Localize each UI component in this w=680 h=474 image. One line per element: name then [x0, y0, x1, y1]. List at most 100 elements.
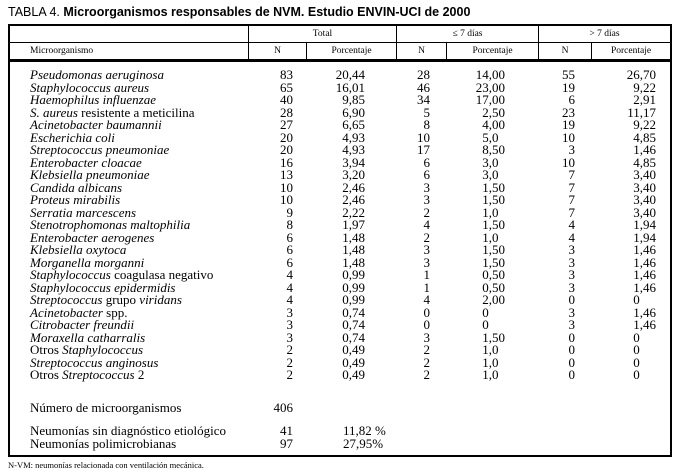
col-header-le7days-porcentaje: Porcentaje — [446, 43, 538, 59]
table-row: Enterobacter aerogenes 6 1,48 2 1,0 4 1,… — [10, 229, 670, 245]
total-n-value: 4 — [286, 279, 294, 295]
name-segment: Haemophilus influenzae — [30, 92, 157, 107]
name-segment: Pseudomonas aeruginosa — [30, 67, 164, 82]
total-porcentaje-value: 2,22 — [342, 204, 365, 220]
le7days-n-value: 2 — [423, 354, 431, 370]
data-table: Total ≤ 7 días > 7 días Microorganismo N… — [8, 24, 672, 457]
name-segment: Proteus mirabilis — [30, 192, 121, 207]
total-porcentaje-value: 3,94 — [342, 154, 365, 170]
le7days-n-value: 3 — [423, 192, 431, 207]
name-segment: Klebsiella pneumoniae — [30, 167, 150, 182]
summary-porcentaje-value: 11,82 % — [343, 423, 386, 438]
le7days-n-value: 34 — [417, 92, 430, 107]
gt7days-n-value: 23 — [562, 104, 575, 120]
gt7days-n-value: 3 — [568, 279, 576, 295]
gt7days-n-value: 7 — [568, 179, 576, 195]
total-n-value: 6 — [286, 229, 294, 245]
microorganism-name: Proteus mirabilis — [10, 192, 248, 207]
le7days-porcentaje-value: 1,50 — [482, 192, 505, 207]
group-header-total: Total — [248, 26, 396, 42]
total-n-value: 40 — [280, 92, 293, 107]
gt7days-n-value: 3 — [568, 317, 576, 332]
microorganism-name: Klebsiella oxytoca — [10, 243, 248, 257]
microorganism-name: Streptococcus anginosus — [10, 356, 248, 370]
table-row: Acinetobacter baumannii 27 6,65 8 4,00 1… — [10, 117, 670, 132]
group-header-le7days: ≤ 7 días — [396, 26, 538, 42]
le7days-porcentaje-value: 3,0 — [482, 167, 499, 182]
microorganism-name: Pseudomonas aeruginosa — [10, 67, 248, 82]
le7days-n-value: 0 — [423, 304, 431, 320]
summary-n-value: 41 — [280, 423, 293, 438]
table-row: Streptococcus anginosus 2 0,49 2 1,0 0 0 — [10, 354, 670, 370]
total-porcentaje-value: 1,48 — [342, 229, 365, 245]
total-porcentaje-value: 0,99 — [342, 292, 365, 307]
name-segment: S. aureus — [30, 104, 78, 120]
total-n-value: 6 — [286, 254, 294, 270]
le7days-porcentaje-value: 1,50 — [482, 217, 505, 232]
column-header-row: Microorganismo N Porcentaje N Porcentaje… — [10, 43, 670, 62]
total-n-value: 20 — [280, 129, 293, 145]
gt7days-porcentaje-value: 1,94 — [633, 229, 656, 245]
microorganism-name: Staphylococcus coagulasa negativo — [10, 268, 248, 282]
table-row: Serratia marcescens 9 2,22 2 1,0 7 3,40 — [10, 204, 670, 220]
footnote: N-VM: neumonías relacionada con ventilac… — [8, 460, 204, 470]
total-porcentaje-value: 0,74 — [342, 329, 365, 345]
le7days-n-value: 3 — [423, 329, 431, 345]
table-row: Staphylococcus coagulasa negativo 4 0,99… — [10, 267, 670, 282]
table-row: Moraxella catharralis 3 0,74 3 1,50 0 0 — [10, 329, 670, 345]
le7days-n-value: 6 — [423, 154, 431, 170]
total-porcentaje-value: 0,99 — [342, 279, 365, 295]
gt7days-n-value: 19 — [562, 117, 575, 132]
microorganism-name: Haemophilus influenzae — [10, 92, 248, 107]
total-n-value: 3 — [286, 304, 294, 320]
table-row: Streptococcus pneumoniae 20 4,93 17 8,50… — [10, 143, 670, 157]
table-row: Proteus mirabilis 10 2,46 3 1,50 7 3,40 — [10, 192, 670, 207]
table-row: Acinetobacter spp. 3 0,74 0 0 3 1,46 — [10, 304, 670, 320]
total-porcentaje-value: 0,49 — [342, 342, 365, 357]
gt7days-porcentaje-value: 11,17 — [627, 104, 656, 120]
name-segment: Enterobacter aerogenes — [30, 229, 155, 245]
gt7days-n-value: 7 — [568, 192, 576, 207]
total-n-value: 2 — [286, 354, 294, 370]
summary-row: Neumonías sin diagnóstico etiológico 41 … — [10, 423, 670, 438]
le7days-n-value: 2 — [423, 342, 431, 357]
name-segment: Moraxella catharralis — [30, 329, 146, 345]
le7days-n-value: 3 — [423, 254, 431, 270]
name-segment: spp. — [102, 304, 128, 320]
gt7days-porcentaje-value: 26,70 — [626, 67, 656, 82]
le7days-porcentaje-value: 23,00 — [475, 79, 505, 95]
microorganism-name: Acinetobacter baumannii — [10, 118, 248, 132]
total-n-value: 10 — [280, 192, 293, 207]
le7days-n-value: 3 — [423, 242, 431, 257]
le7days-n-value: 3 — [423, 179, 431, 195]
gt7days-n-value: 0 — [568, 354, 576, 370]
summary-porcentaje-value — [306, 402, 396, 415]
le7days-porcentaje-value: 0 — [482, 317, 489, 332]
microorganism-name: Streptococcus pneumoniae — [10, 143, 248, 157]
le7days-porcentaje-value: 1,0 — [482, 354, 499, 370]
microorganism-name: Klebsiella pneumoniae — [10, 167, 248, 182]
name-segment: resistente a meticilina — [77, 104, 195, 120]
le7days-n-value: 0 — [423, 317, 431, 332]
gt7days-n-value: 0 — [568, 342, 576, 357]
le7days-n-value: 28 — [417, 67, 430, 82]
gt7days-n-value: 10 — [562, 154, 575, 170]
total-n-value: 27 — [280, 117, 293, 132]
le7days-porcentaje-value: 1,0 — [482, 204, 499, 220]
table-summary: Número de microorganismos 406 Neumonías … — [10, 399, 670, 456]
total-n-value: 3 — [286, 329, 294, 345]
name-segment: viridans — [139, 292, 182, 307]
name-segment: Acinetobacter — [30, 304, 103, 320]
gt7days-porcentaje-value: 1,46 — [633, 254, 656, 270]
le7days-porcentaje-value: 14,00 — [475, 67, 505, 82]
total-porcentaje-value: 1,48 — [342, 242, 365, 257]
le7days-porcentaje-value: 4,00 — [482, 117, 505, 132]
le7days-n-value: 8 — [423, 117, 431, 132]
summary-label: Número de microorganismos — [30, 399, 182, 415]
gt7days-porcentaje-value: 0 — [633, 292, 640, 307]
le7days-n-value: 5 — [423, 104, 431, 120]
col-header-gt7days-porcentaje: Porcentaje — [591, 43, 670, 59]
gt7days-porcentaje-value: 1,46 — [633, 267, 656, 282]
microorganism-name: Candida albicans — [10, 181, 248, 195]
total-porcentaje-value: 0,99 — [342, 267, 365, 282]
